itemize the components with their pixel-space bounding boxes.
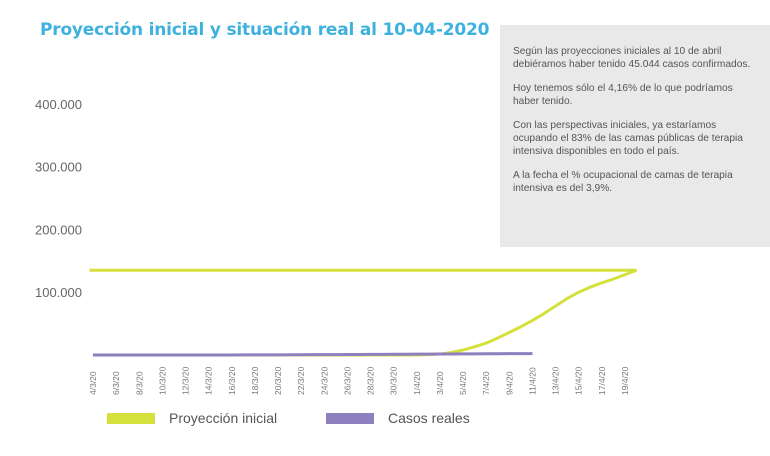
x-tick-label: 14/3/20 (204, 366, 214, 395)
x-tick-label: 22/3/20 (296, 366, 306, 395)
y-tick-label: 200.000 (35, 222, 82, 237)
legend-swatch (326, 412, 374, 424)
chart-title: Proyección inicial y situación real al 1… (40, 20, 490, 40)
x-tick-label: 5/4/20 (458, 371, 468, 395)
x-tick-label: 15/4/20 (574, 366, 584, 395)
y-tick-label: 100.000 (35, 285, 82, 300)
x-tick-label: 30/3/20 (389, 366, 399, 395)
series-line-casos-reales (92, 352, 533, 357)
x-tick-label: 3/4/20 (435, 371, 445, 395)
legend-label: Proyección inicial (169, 410, 278, 426)
x-tick-label: 17/4/20 (597, 366, 607, 395)
x-tick-label: 20/3/20 (273, 366, 283, 395)
x-tick-label: 10/3/20 (157, 366, 167, 395)
y-tick-label: 400.000 (35, 97, 82, 112)
x-tick-label: 11/4/20 (527, 367, 537, 395)
x-tick-label: 26/3/20 (342, 366, 352, 395)
x-tick-label: 16/3/20 (227, 366, 237, 395)
x-tick-label: 28/3/20 (366, 366, 376, 395)
y-tick-label: 300.000 (35, 160, 82, 175)
x-tick-label: 7/4/20 (481, 371, 491, 395)
x-tick-label: 24/3/20 (319, 366, 329, 395)
x-tick-label: 12/3/20 (181, 366, 191, 395)
info-paragraph: Con las perspectivas iniciales, ya estar… (513, 120, 743, 157)
x-tick-label: 9/4/20 (504, 371, 514, 395)
legend-swatch (107, 412, 155, 424)
legend-item-casos-reales: Casos reales (326, 410, 470, 426)
x-tick-label: 4/3/20 (88, 371, 98, 395)
x-tick-label: 8/3/20 (134, 371, 144, 395)
legend-item-proyeccion: Proyección inicial (107, 410, 277, 426)
x-tick-label: 1/4/20 (412, 371, 422, 395)
info-paragraph: Según las proyecciones iniciales al 10 d… (513, 46, 751, 70)
x-tick-label: 19/4/20 (620, 366, 630, 395)
x-tick-label: 6/3/20 (111, 371, 121, 395)
x-tick-label: 13/4/20 (551, 366, 561, 395)
series-line-proyeccion-inicial (93, 268, 638, 357)
x-tick-label: 18/3/20 (250, 366, 260, 395)
info-paragraph: A la fecha el % ocupacional de camas de … (513, 170, 733, 194)
legend-label: Casos reales (388, 410, 470, 426)
info-box: Según las proyecciones iniciales al 10 d… (500, 25, 770, 247)
info-paragraph: Hoy tenemos sólo el 4,16% de lo que podr… (513, 83, 733, 107)
